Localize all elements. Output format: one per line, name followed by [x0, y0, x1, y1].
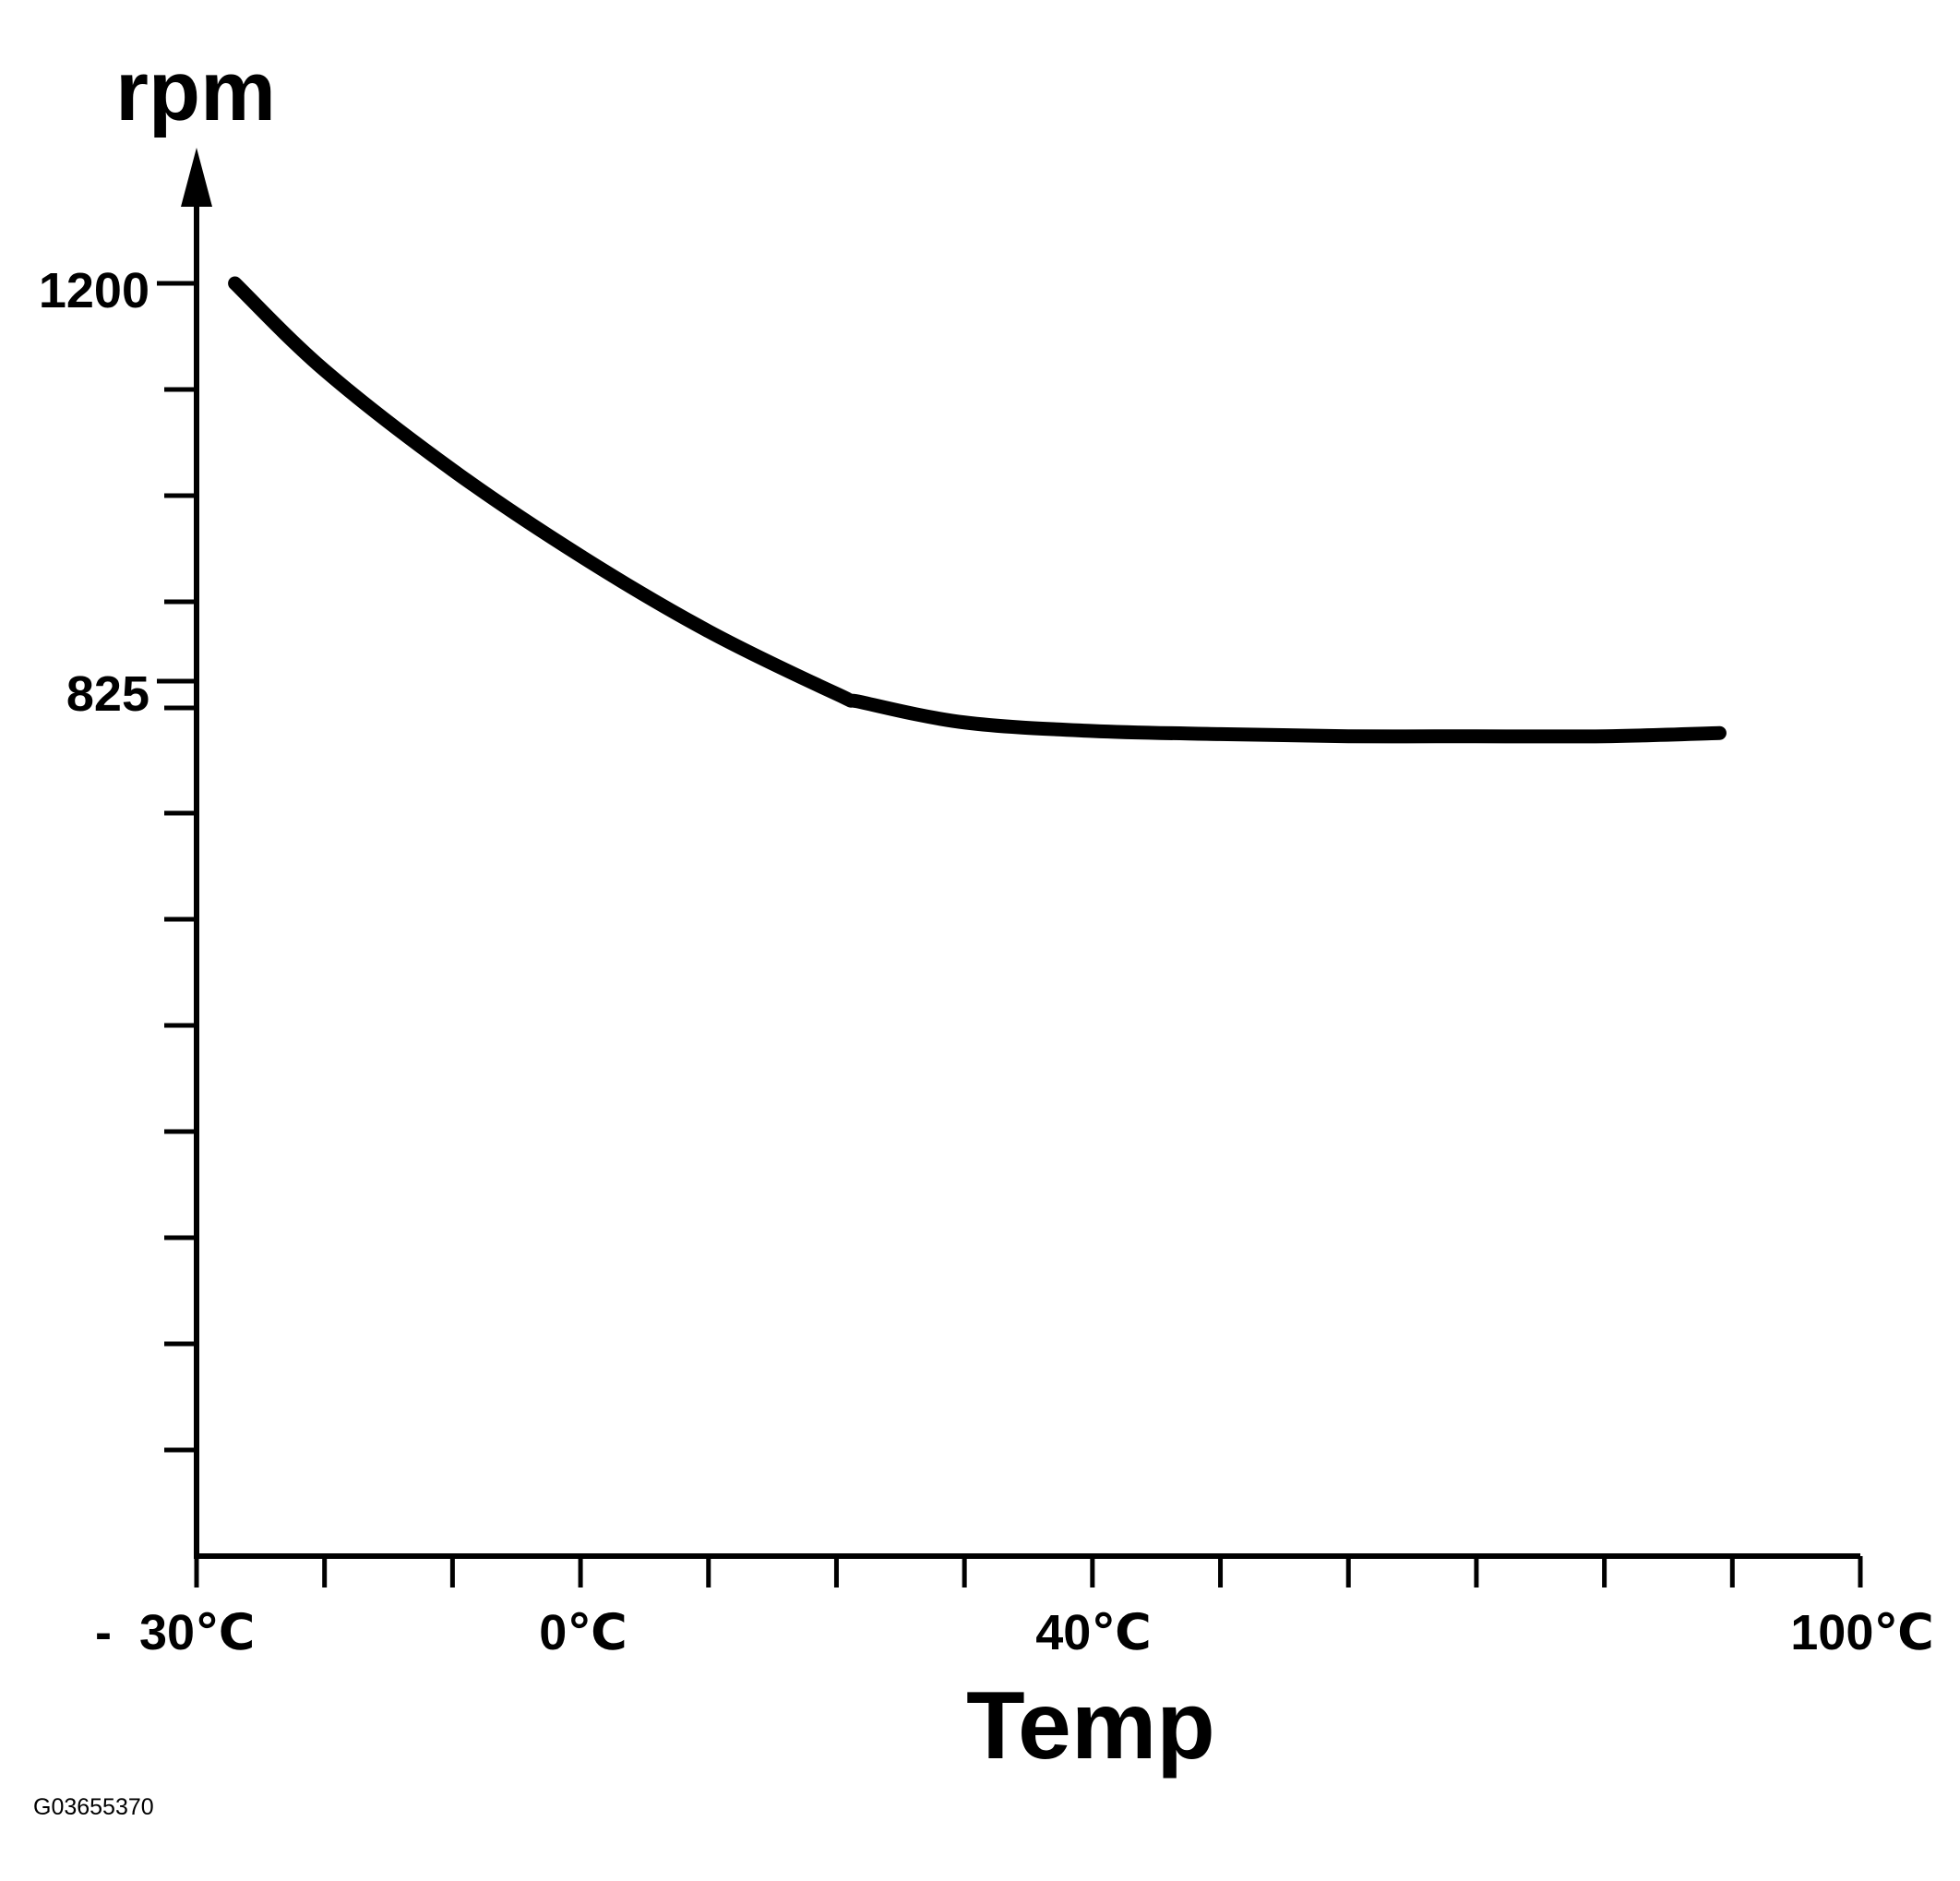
x-tick-label-minus-30: - 30℃ — [95, 1605, 255, 1660]
series — [228, 276, 1727, 744]
y-tick-label-1200: 1200 — [39, 263, 149, 318]
y-axis-arrow — [181, 148, 212, 207]
axes — [181, 148, 1860, 1559]
x-tick-label-40: 40℃ — [1035, 1605, 1151, 1660]
x-tick-label-0: 0℃ — [539, 1605, 627, 1660]
rpm-curve-0 — [228, 276, 1727, 744]
y-tick-label-825: 825 — [66, 666, 149, 722]
ticks — [157, 281, 1863, 1587]
x-tick-label-100: 100℃ — [1790, 1605, 1934, 1660]
y-axis-label: rpm — [115, 44, 276, 138]
x-axis-label: Temp — [966, 1672, 1215, 1779]
figure-code: G03655370 — [33, 1794, 154, 1820]
